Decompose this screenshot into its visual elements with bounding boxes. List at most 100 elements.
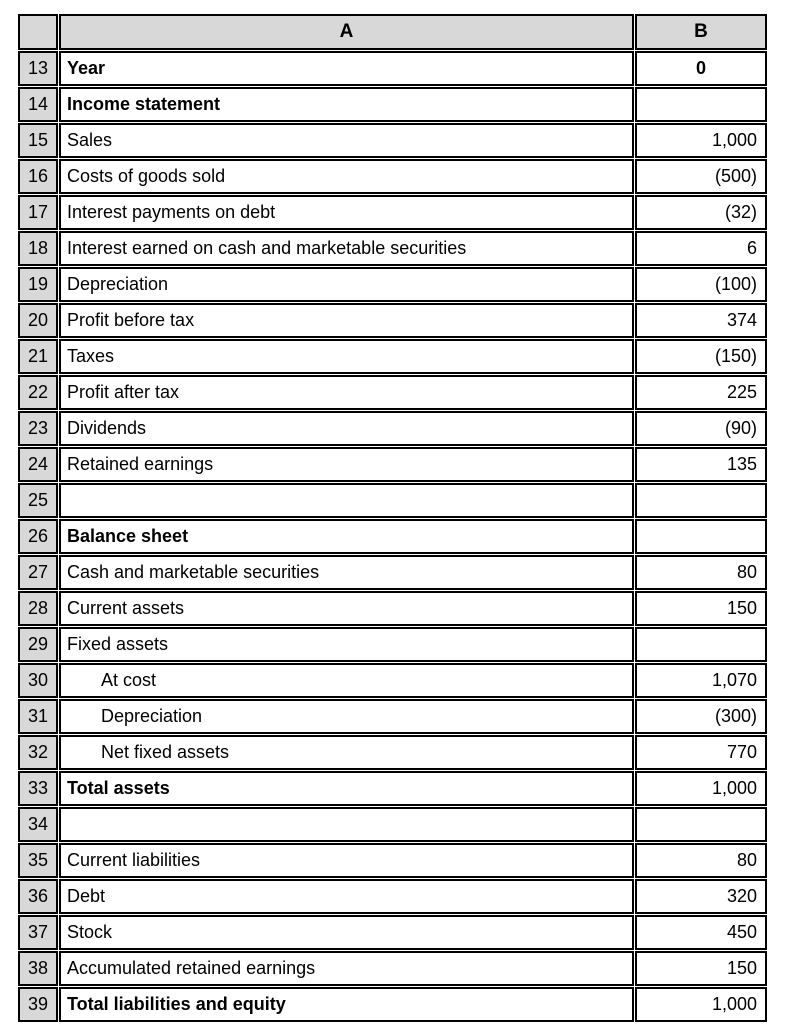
cell-value[interactable]: (90) [635,411,767,446]
table-row: 28 Current assets 150 [18,591,767,626]
row-number[interactable]: 19 [18,267,58,302]
table-row: 14 Income statement [18,87,767,122]
row-number[interactable]: 30 [18,663,58,698]
select-all-corner-cell[interactable] [18,14,58,50]
cell-label[interactable]: Depreciation [59,267,634,302]
row-number[interactable]: 27 [18,555,58,590]
table-row: 35 Current liabilities 80 [18,843,767,878]
table-row: 13 Year 0 [18,51,767,86]
row-number[interactable]: 26 [18,519,58,554]
cell-label[interactable]: Costs of goods sold [59,159,634,194]
cell-value[interactable]: (150) [635,339,767,374]
cell-label[interactable]: Current assets [59,591,634,626]
table-row: 34 [18,807,767,842]
row-number[interactable]: 22 [18,375,58,410]
table-row: 24 Retained earnings 135 [18,447,767,482]
cell-value[interactable]: 770 [635,735,767,770]
row-number[interactable]: 16 [18,159,58,194]
cell-label[interactable]: Retained earnings [59,447,634,482]
row-number[interactable]: 15 [18,123,58,158]
row-number[interactable]: 13 [18,51,58,86]
row-number[interactable]: 25 [18,483,58,518]
cell-label[interactable]: Profit before tax [59,303,634,338]
cell-value[interactable]: (500) [635,159,767,194]
cell-label[interactable]: Income statement [59,87,634,122]
table-row: 31 Depreciation (300) [18,699,767,734]
row-number[interactable]: 39 [18,987,58,1022]
row-number[interactable]: 17 [18,195,58,230]
cell-value[interactable]: 1,000 [635,123,767,158]
row-number[interactable]: 35 [18,843,58,878]
table-row: 29 Fixed assets [18,627,767,662]
cell-label[interactable]: Taxes [59,339,634,374]
spreadsheet: A B 13 Year 0 14 Income statement 15 Sales 1,00… [17,13,768,1023]
cell-label[interactable]: Year [59,51,634,86]
row-number[interactable]: 28 [18,591,58,626]
table-row: 30 At cost 1,070 [18,663,767,698]
cell-label[interactable]: Debt [59,879,634,914]
cell-value[interactable]: 135 [635,447,767,482]
row-number[interactable]: 14 [18,87,58,122]
column-header-b[interactable]: B [635,14,767,50]
cell-value[interactable]: 0 [635,51,767,86]
row-number[interactable]: 37 [18,915,58,950]
table-row: 38 Accumulated retained earnings 150 [18,951,767,986]
cell-label[interactable]: Fixed assets [59,627,634,662]
cell-label[interactable]: Profit after tax [59,375,634,410]
row-number[interactable]: 18 [18,231,58,266]
cell-label[interactable]: Total assets [59,771,634,806]
cell-value[interactable]: 320 [635,879,767,914]
cell-value[interactable] [635,807,767,842]
cell-label[interactable]: Accumulated retained earnings [59,951,634,986]
cell-label[interactable]: Current liabilities [59,843,634,878]
cell-value[interactable]: 1,000 [635,771,767,806]
row-number[interactable]: 29 [18,627,58,662]
cell-label[interactable]: Cash and marketable securities [59,555,634,590]
cell-value[interactable]: 150 [635,591,767,626]
table-row: 20 Profit before tax 374 [18,303,767,338]
cell-label[interactable]: Sales [59,123,634,158]
cell-value[interactable]: 150 [635,951,767,986]
table-row: 23 Dividends (90) [18,411,767,446]
cell-value[interactable]: 450 [635,915,767,950]
cell-value[interactable]: 374 [635,303,767,338]
column-header-a[interactable]: A [59,14,634,50]
cell-value[interactable]: 1,070 [635,663,767,698]
cell-value[interactable] [635,627,767,662]
row-number[interactable]: 32 [18,735,58,770]
cell-label[interactable]: Depreciation [59,699,634,734]
cell-value[interactable]: 225 [635,375,767,410]
cell-value[interactable]: (100) [635,267,767,302]
cell-value[interactable] [635,87,767,122]
row-number[interactable]: 31 [18,699,58,734]
row-number[interactable]: 38 [18,951,58,986]
cell-label[interactable]: Interest earned on cash and marketable s… [59,231,634,266]
row-number[interactable]: 24 [18,447,58,482]
cell-label[interactable]: Dividends [59,411,634,446]
spreadsheet-table: A B 13 Year 0 14 Income statement 15 Sales 1,00… [17,13,768,1023]
cell-label[interactable]: At cost [59,663,634,698]
cell-value[interactable]: 80 [635,843,767,878]
row-number[interactable]: 20 [18,303,58,338]
cell-label[interactable]: Net fixed assets [59,735,634,770]
row-number[interactable]: 23 [18,411,58,446]
row-number[interactable]: 21 [18,339,58,374]
cell-value[interactable]: (300) [635,699,767,734]
cell-value[interactable] [635,483,767,518]
table-row: 18 Interest earned on cash and marketable… [18,231,767,266]
table-row: 37 Stock 450 [18,915,767,950]
row-number[interactable]: 34 [18,807,58,842]
cell-label[interactable]: Total liabilities and equity [59,987,634,1022]
cell-value[interactable]: (32) [635,195,767,230]
row-number[interactable]: 36 [18,879,58,914]
row-number[interactable]: 33 [18,771,58,806]
cell-label[interactable] [59,483,634,518]
cell-label[interactable]: Stock [59,915,634,950]
cell-value[interactable]: 1,000 [635,987,767,1022]
cell-label[interactable]: Balance sheet [59,519,634,554]
cell-label[interactable]: Interest payments on debt [59,195,634,230]
cell-value[interactable]: 80 [635,555,767,590]
cell-value[interactable]: 6 [635,231,767,266]
cell-value[interactable] [635,519,767,554]
cell-label[interactable] [59,807,634,842]
